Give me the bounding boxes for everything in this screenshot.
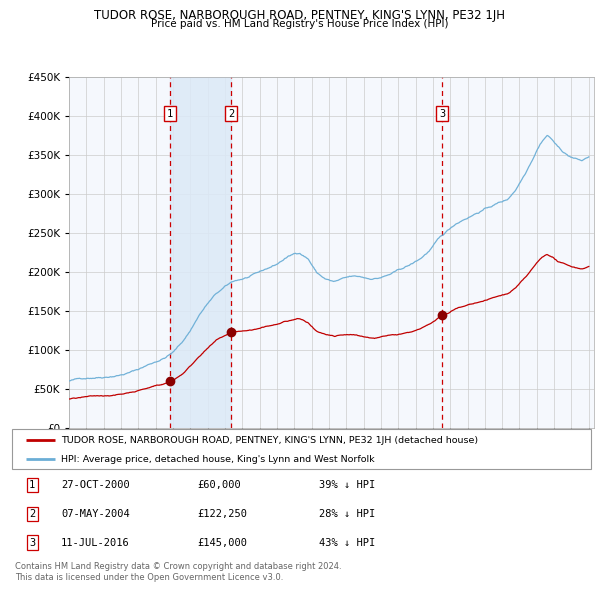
Text: 2: 2 (228, 109, 234, 119)
Text: 39% ↓ HPI: 39% ↓ HPI (319, 480, 375, 490)
Text: 27-OCT-2000: 27-OCT-2000 (61, 480, 130, 490)
Text: 11-JUL-2016: 11-JUL-2016 (61, 537, 130, 548)
Text: Contains HM Land Registry data © Crown copyright and database right 2024.: Contains HM Land Registry data © Crown c… (15, 562, 341, 571)
Text: 07-MAY-2004: 07-MAY-2004 (61, 509, 130, 519)
FancyBboxPatch shape (12, 429, 591, 469)
Text: £122,250: £122,250 (197, 509, 247, 519)
Text: TUDOR ROSE, NARBOROUGH ROAD, PENTNEY, KING'S LYNN, PE32 1JH (detached house): TUDOR ROSE, NARBOROUGH ROAD, PENTNEY, KI… (61, 435, 478, 445)
Text: TUDOR ROSE, NARBOROUGH ROAD, PENTNEY, KING'S LYNN, PE32 1JH: TUDOR ROSE, NARBOROUGH ROAD, PENTNEY, KI… (95, 9, 505, 22)
Text: 3: 3 (29, 537, 35, 548)
Text: 28% ↓ HPI: 28% ↓ HPI (319, 509, 375, 519)
Bar (170, 77, 231, 428)
Text: This data is licensed under the Open Government Licence v3.0.: This data is licensed under the Open Gov… (15, 573, 283, 582)
Text: Price paid vs. HM Land Registry's House Price Index (HPI): Price paid vs. HM Land Registry's House … (151, 19, 449, 30)
Text: 1: 1 (167, 109, 173, 119)
Text: 2: 2 (29, 509, 35, 519)
Text: 3: 3 (439, 109, 445, 119)
Text: 1: 1 (29, 480, 35, 490)
Text: £145,000: £145,000 (197, 537, 247, 548)
Text: HPI: Average price, detached house, King's Lynn and West Norfolk: HPI: Average price, detached house, King… (61, 454, 375, 464)
Text: 43% ↓ HPI: 43% ↓ HPI (319, 537, 375, 548)
Text: £60,000: £60,000 (197, 480, 241, 490)
